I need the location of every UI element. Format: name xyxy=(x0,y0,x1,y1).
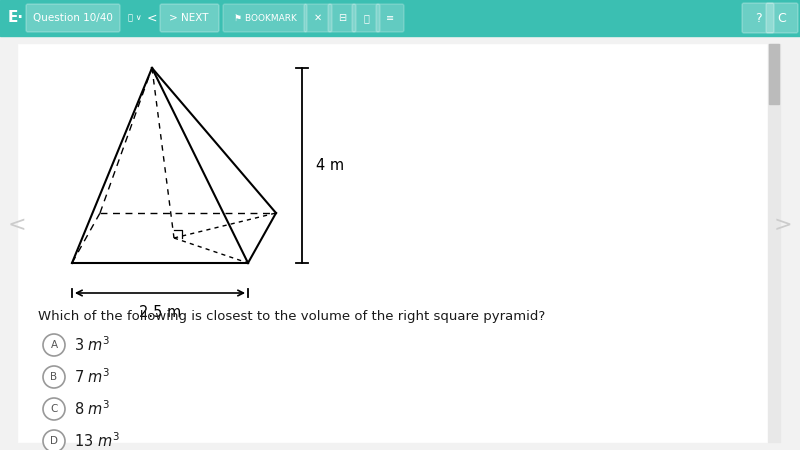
Text: <: < xyxy=(8,215,26,235)
Text: > NEXT: > NEXT xyxy=(170,13,209,23)
FancyBboxPatch shape xyxy=(328,4,356,32)
Text: 2.5 m: 2.5 m xyxy=(139,305,181,320)
Circle shape xyxy=(43,334,65,356)
Text: ⓪ ∨: ⓪ ∨ xyxy=(128,14,142,22)
FancyBboxPatch shape xyxy=(742,3,774,33)
Text: B: B xyxy=(50,372,58,382)
FancyBboxPatch shape xyxy=(26,4,120,32)
Text: A: A xyxy=(50,340,58,350)
Text: 7 $m^3$: 7 $m^3$ xyxy=(74,368,110,387)
FancyBboxPatch shape xyxy=(376,4,404,32)
Circle shape xyxy=(43,366,65,388)
Circle shape xyxy=(43,398,65,420)
FancyBboxPatch shape xyxy=(223,4,307,32)
Text: ⊟: ⊟ xyxy=(338,13,346,23)
Text: <: < xyxy=(146,12,158,24)
Text: D: D xyxy=(50,436,58,446)
FancyBboxPatch shape xyxy=(304,4,332,32)
Text: 3 $m^3$: 3 $m^3$ xyxy=(74,336,110,354)
Text: ⚑ BOOKMARK: ⚑ BOOKMARK xyxy=(234,14,297,22)
Bar xyxy=(18,44,768,442)
Text: C: C xyxy=(50,404,58,414)
FancyBboxPatch shape xyxy=(160,4,219,32)
Text: >: > xyxy=(774,215,792,235)
Text: Question 10/40: Question 10/40 xyxy=(33,13,113,23)
Text: ≡: ≡ xyxy=(386,13,394,23)
Text: Which of the following is closest to the volume of the right square pyramid?: Which of the following is closest to the… xyxy=(38,310,546,323)
Bar xyxy=(0,0,800,36)
Text: ✕: ✕ xyxy=(314,13,322,23)
Bar xyxy=(769,44,779,104)
Text: 🔍: 🔍 xyxy=(363,13,369,23)
Text: E·: E· xyxy=(8,10,24,26)
Bar xyxy=(768,44,780,442)
Text: C: C xyxy=(778,12,786,24)
Text: 4 m: 4 m xyxy=(316,158,344,173)
Text: 8 $m^3$: 8 $m^3$ xyxy=(74,400,110,419)
FancyBboxPatch shape xyxy=(352,4,380,32)
FancyBboxPatch shape xyxy=(766,3,798,33)
Circle shape xyxy=(43,430,65,450)
Text: 13 $m^3$: 13 $m^3$ xyxy=(74,432,120,450)
Text: ?: ? xyxy=(754,12,762,24)
